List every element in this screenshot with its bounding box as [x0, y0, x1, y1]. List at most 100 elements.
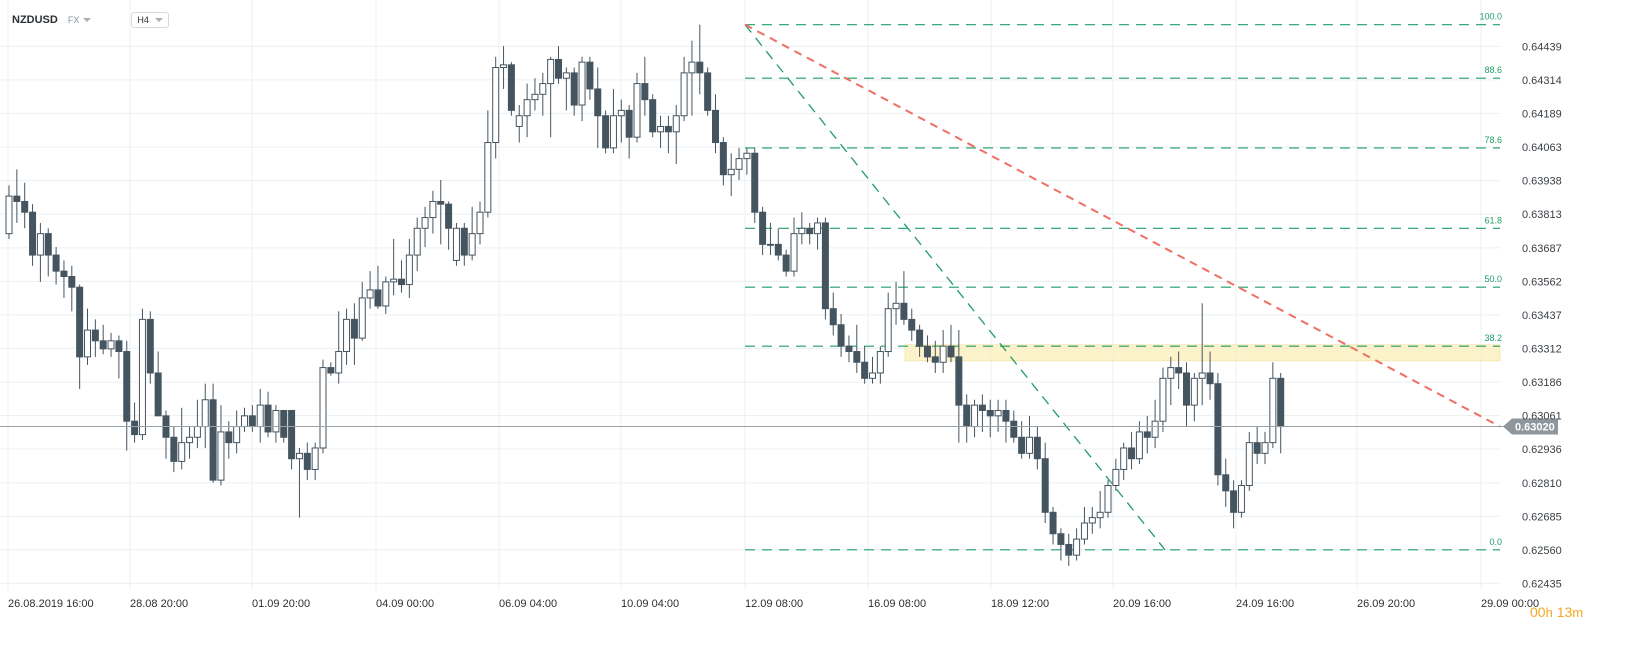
- x-tick-label: 10.09 04:00: [621, 598, 679, 610]
- candle-body-bull: [295, 452, 303, 460]
- candle-body-bull: [468, 233, 476, 256]
- candle-body-bear: [908, 318, 916, 331]
- candle-body-bull: [1088, 517, 1096, 524]
- chart-header: NZDUSD FX H4: [12, 10, 169, 30]
- candle-body-bear: [829, 308, 837, 326]
- candle-body-bear: [1065, 543, 1073, 556]
- candle-body-bear: [986, 409, 994, 417]
- candle-body-bear: [288, 409, 296, 460]
- candle-body-bull: [1073, 538, 1081, 556]
- candle-body-bull: [335, 351, 343, 374]
- candle-body-bear: [13, 195, 21, 202]
- candle-body-bull: [1261, 442, 1269, 454]
- candle-body-bull: [201, 399, 209, 428]
- candle-body-bull: [633, 83, 641, 138]
- candle-body-bear: [1041, 458, 1049, 513]
- y-tick-label: 0.64439: [1522, 41, 1562, 53]
- candle-body-bear: [29, 211, 37, 256]
- candle-body-bull: [1237, 485, 1245, 513]
- candle-body-bull: [876, 351, 884, 374]
- candle-body-bull: [421, 217, 429, 229]
- x-tick-label: 04.09 00:00: [376, 598, 434, 610]
- chart-grid: [0, 0, 1500, 590]
- candle-body-bear: [327, 367, 335, 374]
- candle-body-bear: [853, 351, 861, 363]
- candle-body-bull: [884, 308, 892, 353]
- candle-body-bull: [233, 426, 241, 444]
- candle-body-bear: [398, 278, 405, 286]
- candle-body-bear: [437, 200, 445, 205]
- candle-body-bear: [280, 409, 288, 438]
- candle-body-bull: [272, 409, 280, 433]
- timeframe-selector[interactable]: H4: [131, 12, 169, 28]
- y-tick-label: 0.63687: [1522, 243, 1562, 255]
- candle-body-bull: [366, 289, 374, 299]
- candle-body-bear: [751, 152, 759, 213]
- candle-body-bear: [209, 399, 217, 481]
- candle-body-bull: [939, 345, 947, 363]
- candle-body-bull: [515, 115, 523, 127]
- candle-body-bull: [178, 442, 186, 462]
- candle-body-bull: [743, 152, 751, 160]
- candle-body-bear: [594, 88, 602, 117]
- y-tick-label: 0.62435: [1522, 578, 1562, 590]
- candle-body-bear: [821, 222, 829, 310]
- candle-body-bull: [343, 318, 351, 353]
- fib-level-label: 61.8: [1484, 215, 1502, 225]
- candle-body-bull: [319, 367, 327, 449]
- candle-body-bear: [248, 415, 256, 428]
- candle-body-bear: [60, 270, 68, 278]
- candle-body-bull: [452, 227, 460, 261]
- candle-body-bull: [84, 329, 91, 358]
- candle-body-bear: [68, 276, 76, 288]
- candle-body-bear: [1222, 474, 1230, 492]
- y-tick-label: 0.64063: [1522, 142, 1562, 154]
- candle-body-bull: [735, 158, 743, 170]
- candle-body-bear: [1143, 431, 1151, 438]
- candle-body-bear: [1018, 436, 1026, 454]
- candle-body-bear: [146, 318, 154, 374]
- candle-body-bull: [562, 72, 570, 79]
- y-tick-label: 0.63186: [1522, 377, 1562, 389]
- y-tick-label: 0.63938: [1522, 176, 1562, 188]
- y-tick-label: 0.62810: [1522, 478, 1562, 490]
- candle-body-bull: [5, 195, 13, 235]
- y-tick-label: 0.62560: [1522, 545, 1562, 557]
- candle-body-bull: [869, 372, 876, 379]
- candle-body-bear: [955, 356, 963, 406]
- x-tick-label: 20.09 16:00: [1113, 598, 1171, 610]
- candle-body-bear: [303, 452, 311, 470]
- symbol-label[interactable]: NZDUSD: [12, 14, 58, 26]
- candle-body-bear: [641, 83, 649, 101]
- x-tick-label: 12.09 08:00: [745, 598, 803, 610]
- candle-body-bear: [602, 115, 610, 149]
- candle-body-bull: [971, 404, 979, 428]
- candle-body-bear: [1033, 436, 1041, 460]
- candle-body-bull: [1167, 367, 1175, 379]
- candle-body-bear: [1277, 377, 1285, 428]
- candle-body-bear: [782, 254, 790, 272]
- candle-body-bull: [217, 431, 225, 481]
- y-tick-label: 0.64189: [1522, 108, 1562, 120]
- candle-body-bear: [586, 61, 594, 90]
- candle-body-bull: [539, 83, 547, 95]
- candle-body-bear: [837, 324, 845, 347]
- fib-level-label: 100.0: [1479, 12, 1502, 22]
- candle-body-bear: [21, 200, 29, 213]
- candle-body-bear: [555, 58, 562, 79]
- candle-body-bear: [123, 351, 131, 422]
- candle-body-bear: [507, 64, 515, 111]
- fib-level-label: 88.6: [1484, 65, 1502, 75]
- x-tick-label: 16.09 08:00: [868, 598, 926, 610]
- price-tag-label: 0.63020: [1515, 422, 1555, 434]
- candle-body-bull: [390, 278, 398, 283]
- candle-body-bull: [531, 93, 539, 101]
- candle-body-bull: [484, 142, 492, 213]
- candle-body-bull: [1190, 377, 1198, 406]
- candle-body-bear: [91, 329, 99, 342]
- candle-body-bull: [476, 211, 484, 235]
- market-selector[interactable]: FX: [68, 15, 92, 25]
- fib-level-label: 50.0: [1484, 274, 1502, 284]
- candle-body-bull: [617, 109, 625, 117]
